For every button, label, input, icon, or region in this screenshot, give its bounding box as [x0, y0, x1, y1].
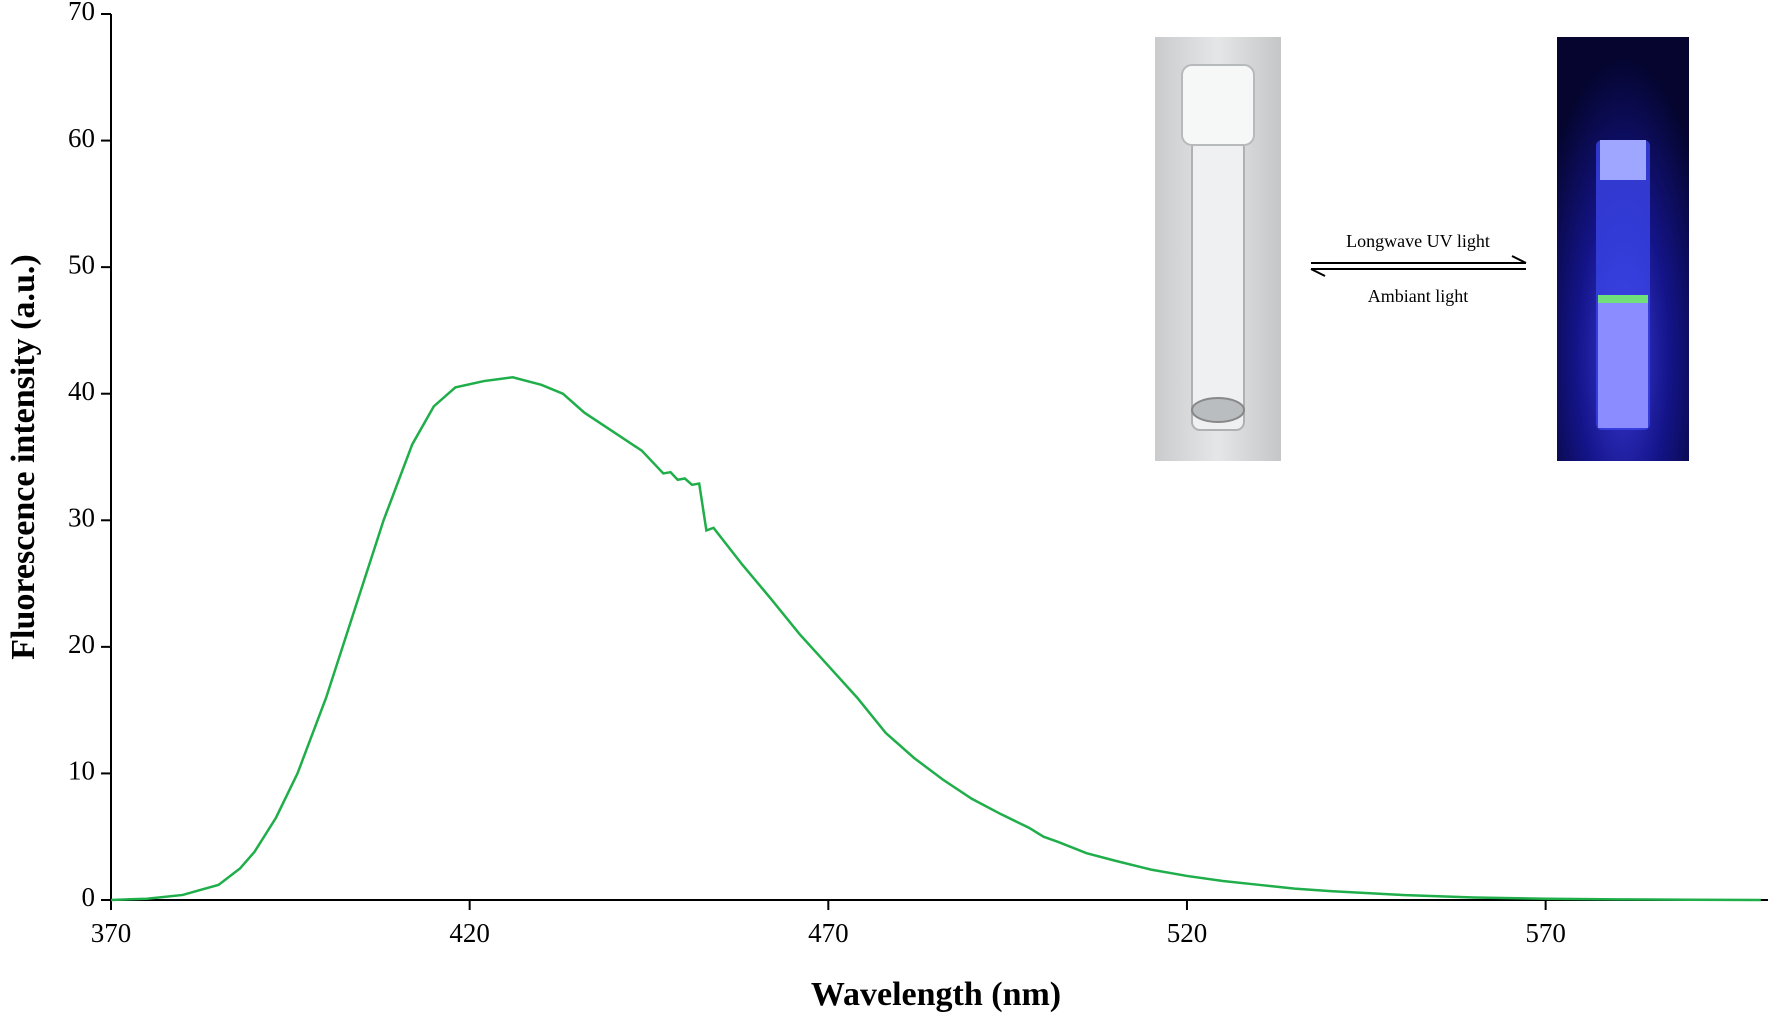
- y-axis-title: Fluorescence intensity (a.u.): [5, 254, 42, 659]
- uv-photo: [1557, 37, 1689, 461]
- annotation: Longwave UV light: [1346, 231, 1490, 251]
- y-tick-label: 20: [68, 629, 95, 659]
- spectrum-line: [110, 375, 1761, 902]
- x-tick-label: 420: [449, 918, 490, 948]
- x-tick-label: 520: [1167, 918, 1208, 948]
- x-tick-label: 370: [91, 918, 132, 948]
- ambient-photo: [1155, 37, 1281, 461]
- y-tick-label: 10: [68, 756, 95, 786]
- x-axis-title: Wavelength (nm): [811, 976, 1061, 1013]
- x-tick-label: 470: [808, 918, 849, 948]
- y-tick-label: 60: [68, 123, 95, 153]
- y-tick-label: 0: [82, 882, 96, 912]
- y-tick-label: 40: [68, 376, 95, 406]
- y-tick-label: 50: [68, 249, 95, 279]
- arrows: [1310, 255, 1527, 277]
- annotation: Ambiant light: [1368, 286, 1469, 306]
- y-tick-label: 70: [68, 0, 95, 26]
- y-tick-label: 30: [68, 502, 95, 532]
- x-tick-label: 570: [1525, 918, 1566, 948]
